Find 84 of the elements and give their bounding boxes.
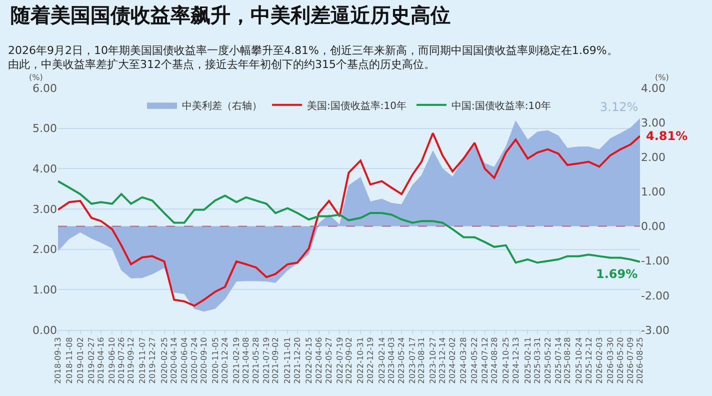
- data-label: 4.81%: [646, 129, 688, 143]
- x-tick-label: 2019-06-10: [108, 337, 117, 384]
- x-tick-label: 2026-07-09: [626, 337, 636, 384]
- x-tick-label: 2019-04-16: [96, 337, 106, 384]
- y2-tick-label: -1.00: [641, 254, 670, 268]
- text: 2026年9月2日，10年期美国国债收益率一度小幅攀升至4.81%，创近三年来新高，而同期中国国债收益率则稳定在1.69%。: [8, 44, 618, 57]
- x-tick-label: 2022-02-15: [304, 337, 314, 384]
- chart-title: 随着美国国债收益率飙升，中美利差逼近历史高位: [10, 3, 451, 27]
- legend-label: 中美利差（右轴）: [182, 100, 262, 112]
- x-tick-label: 2020-07-24: [190, 337, 199, 384]
- y2-tick-label: 0.00: [641, 220, 666, 234]
- y-tick-label: 0.00: [32, 324, 57, 337]
- y2-tick-label: 1.00: [641, 186, 666, 199]
- y2-tick-label: -3.00: [641, 324, 670, 337]
- x-tick-label: 2025-08-28: [563, 337, 572, 384]
- line-series: [58, 180, 640, 264]
- x-tick-label: 2024-02-02: [448, 337, 458, 384]
- y-axis-title: (%): [29, 73, 43, 82]
- y2-tick-label: 2.00: [641, 150, 666, 164]
- x-tick-label: 2021-05-28: [252, 337, 261, 384]
- x-tick-label: 2022-10-31: [356, 337, 366, 384]
- x-tick-label: 2023-02-14: [377, 337, 386, 384]
- x-tick-label: 2023-07-17: [408, 337, 418, 384]
- y2-axis-title: (%): [655, 73, 669, 82]
- x-tick-label: 2019-09-12: [126, 337, 136, 384]
- x-tick-label: 2025-12-12: [584, 337, 594, 384]
- x-tick-label: 2022-12-19: [366, 337, 375, 384]
- x-tick-label: 2026-08-25: [636, 337, 645, 384]
- x-tick-label: 2021-12-20: [292, 337, 302, 384]
- x-tick-label: 2018-11-08: [64, 337, 74, 384]
- x-tick-label: 2022-09-02: [344, 337, 354, 384]
- x-tick-label: 2025-03-31: [532, 337, 542, 384]
- x-tick-label: 2023-04-03: [387, 337, 396, 384]
- x-tick-label: 2019-12-27: [148, 337, 157, 384]
- y2-tick-label: -2.00: [641, 289, 670, 302]
- legend-label: 美国:国债收益率:10年: [307, 100, 406, 112]
- x-tick-label: 2019-11-07: [138, 337, 147, 384]
- y2-tick-label: 3.00: [641, 116, 666, 130]
- x-tick-label: 2019-02-27: [87, 337, 96, 384]
- x-tick-label: 2023-05-24: [397, 337, 406, 384]
- y-tick-label: 5.00: [32, 122, 57, 136]
- x-tick-label: 2022-04-06: [314, 337, 324, 384]
- x-tick-label: 2020-12-24: [220, 337, 230, 384]
- y2-tick-label: 4.00: [641, 82, 666, 95]
- text: 由此，中美收益率差扩大至312个基点，接近去年年初创下的约315个基点的历史高位。: [8, 58, 435, 71]
- x-tick-label: 2023-12-14: [438, 337, 448, 384]
- legend-label: 中国:国债收益率:10年: [451, 100, 551, 112]
- x-tick-label: 2020-06-04: [180, 337, 189, 384]
- y-tick-label: 6.00: [32, 82, 57, 95]
- x-tick-label: 2025-05-22: [543, 337, 552, 384]
- x-tick-label: 2018-09-13: [54, 337, 63, 384]
- x-tick-label: 2020-02-25: [160, 337, 169, 384]
- data-label: 3.12%: [600, 100, 638, 114]
- x-tick-label: 2024-05-22: [470, 337, 480, 384]
- x-tick-label: 2025-10-24: [574, 337, 584, 384]
- y-tick-label: 3.00: [32, 202, 57, 216]
- x-tick-label: 2021-11-01: [283, 337, 292, 384]
- x-tick-label: 2019-07-26: [116, 337, 126, 384]
- x-tick-label: 2022-05-27: [324, 337, 334, 384]
- x-tick-label: 2023-08-31: [417, 337, 426, 384]
- x-tick-label: 2025-07-14: [554, 337, 563, 384]
- x-tick-label: 2021-07-19: [262, 337, 272, 384]
- y-tick-label: 2.00: [32, 243, 57, 256]
- x-tick-label: 2026-05-20: [616, 337, 626, 384]
- x-tick-label: 2026-03-30: [606, 337, 615, 384]
- x-tick-label: 2025-02-11: [523, 337, 532, 384]
- x-tick-label: 2024-03-28: [459, 337, 468, 384]
- data-label: 1.69%: [596, 267, 638, 281]
- x-tick-label: 2020-09-10: [200, 337, 209, 384]
- x-tick-label: 2021-09-02: [271, 337, 280, 384]
- x-tick-label: 2024-07-12: [480, 337, 490, 384]
- x-tick-label: 2024-08-28: [490, 337, 499, 384]
- x-tick-label: 2024-10-25: [501, 337, 510, 384]
- x-tick-label: 2020-11-05: [210, 337, 220, 384]
- y-tick-label: 1.00: [32, 284, 57, 297]
- x-tick-label: 2024-12-13: [511, 337, 520, 384]
- y-tick-label: 4.00: [32, 162, 57, 176]
- x-tick-label: 2021-04-08: [242, 337, 251, 384]
- x-tick-label: 2023-10-27: [428, 337, 438, 384]
- x-tick-label: 2022-07-19: [335, 337, 344, 384]
- x-tick-label: 2021-02-19: [232, 337, 242, 384]
- x-tick-label: 2020-04-14: [170, 337, 179, 384]
- x-tick-label: 2026-02-03: [594, 337, 604, 384]
- x-tick-label: 2019-01-02: [76, 337, 85, 384]
